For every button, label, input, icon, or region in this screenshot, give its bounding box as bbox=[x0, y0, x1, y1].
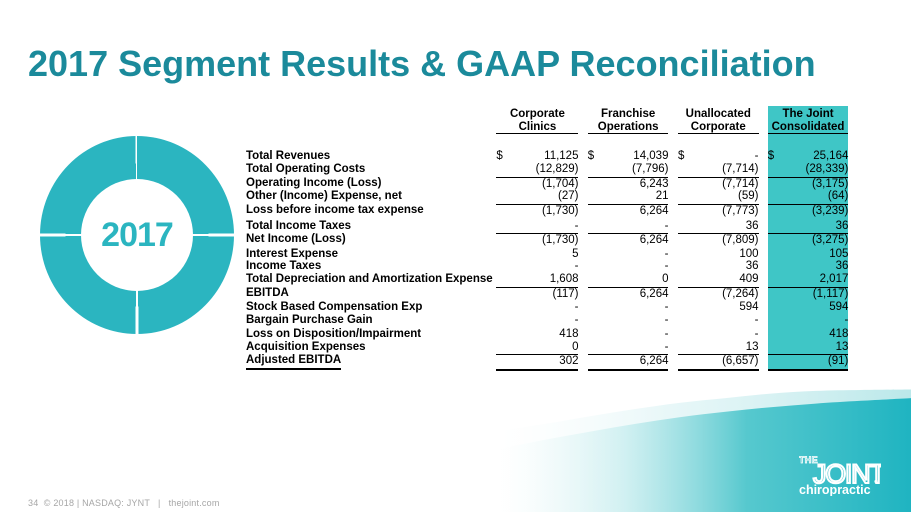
svg-text:chiropractic: chiropractic bbox=[799, 483, 871, 496]
